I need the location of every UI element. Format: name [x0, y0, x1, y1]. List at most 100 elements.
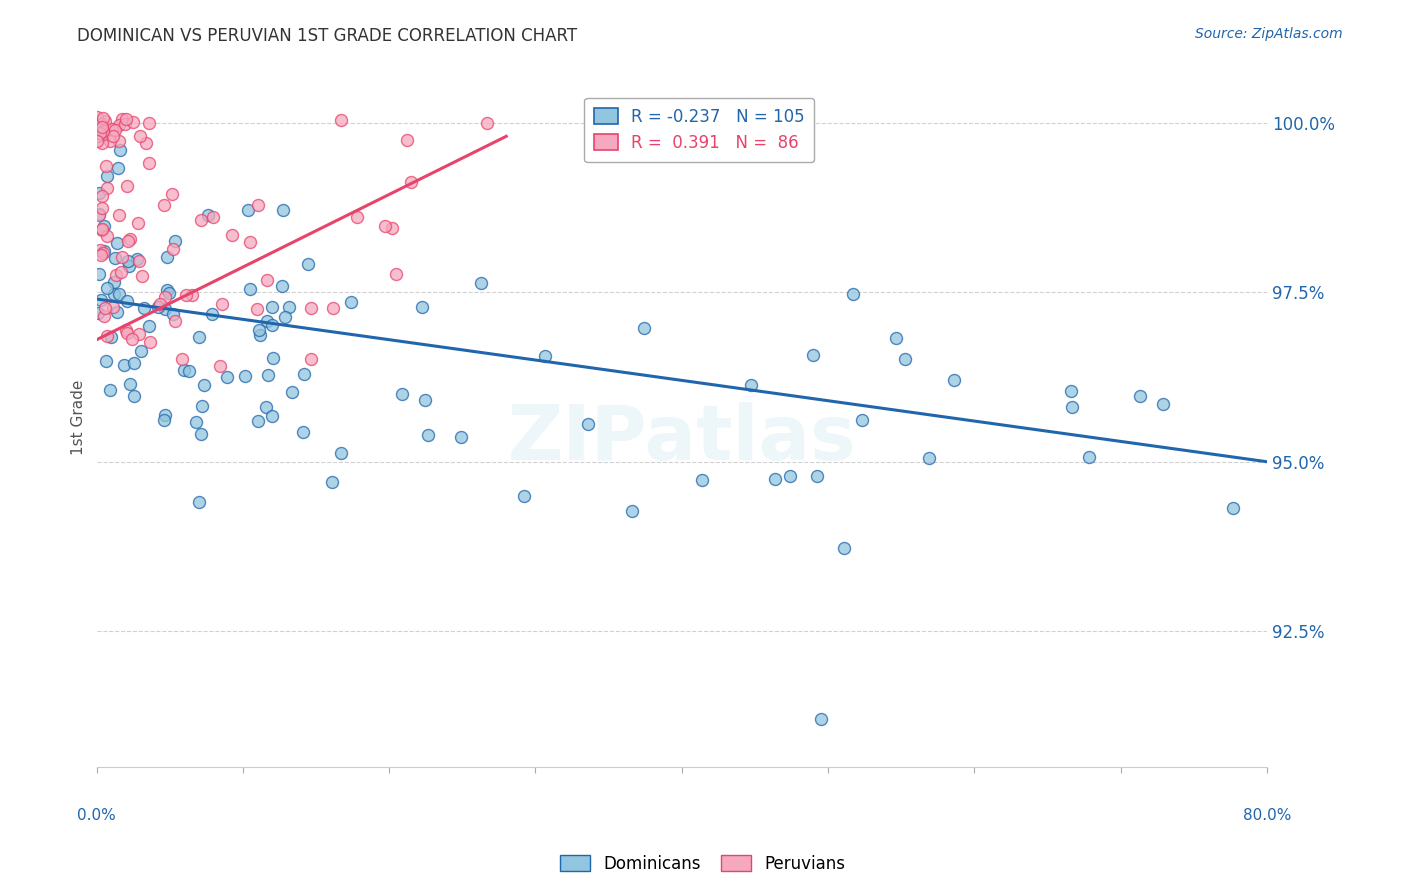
Point: [157, 285, 180, 300]
Point: [90, 136, 112, 150]
Point: [690, 473, 713, 487]
Point: [299, 352, 322, 367]
Point: [620, 504, 643, 518]
Legend: Dominicans, Peruvians: Dominicans, Peruvians: [554, 848, 852, 880]
Point: [86, 134, 108, 148]
Point: [128, 254, 150, 268]
Point: [87, 207, 110, 221]
Point: [93, 128, 115, 142]
Point: [105, 305, 128, 319]
Point: [139, 334, 162, 349]
Point: [111, 250, 134, 264]
Point: [94, 114, 117, 128]
Point: [513, 489, 536, 503]
Point: [779, 469, 801, 483]
Point: [1062, 400, 1084, 414]
Point: [131, 268, 153, 283]
Point: [107, 134, 129, 148]
Point: [160, 186, 183, 201]
Point: [260, 300, 283, 314]
Point: [239, 235, 262, 249]
Point: [262, 409, 284, 423]
Point: [381, 221, 404, 235]
Point: [247, 322, 270, 336]
Point: [122, 115, 145, 129]
Point: [329, 112, 352, 127]
Point: [801, 348, 824, 362]
Point: [475, 115, 498, 129]
Point: [238, 202, 260, 217]
Point: [114, 324, 136, 338]
Point: [100, 134, 122, 148]
Point: [1129, 389, 1152, 403]
Point: [884, 331, 907, 345]
Point: [117, 234, 139, 248]
Point: [96, 229, 118, 244]
Point: [118, 260, 141, 274]
Point: [86, 129, 108, 144]
Point: [256, 273, 278, 287]
Point: [121, 332, 143, 346]
Point: [533, 349, 555, 363]
Point: [346, 211, 368, 225]
Point: [138, 156, 160, 170]
Point: [806, 468, 828, 483]
Point: [278, 300, 301, 314]
Point: [91, 201, 114, 215]
Point: [129, 343, 152, 358]
Point: [107, 161, 129, 176]
Point: [100, 122, 122, 136]
Point: [156, 283, 179, 297]
Point: [191, 399, 214, 413]
Point: [94, 159, 117, 173]
Point: [184, 415, 207, 429]
Point: [122, 389, 145, 403]
Point: [173, 362, 195, 376]
Point: [249, 328, 271, 343]
Point: [90, 248, 112, 262]
Point: [108, 143, 131, 157]
Point: [127, 216, 149, 230]
Text: DOMINICAN VS PERUVIAN 1ST GRADE CORRELATION CHART: DOMINICAN VS PERUVIAN 1ST GRADE CORRELAT…: [77, 27, 578, 45]
Point: [129, 129, 152, 144]
Point: [94, 354, 117, 368]
Point: [418, 428, 440, 442]
Point: [104, 251, 127, 265]
Point: [299, 301, 322, 315]
Point: [115, 112, 138, 127]
Point: [894, 352, 917, 367]
Point: [576, 417, 599, 431]
Point: [103, 286, 125, 301]
Point: [115, 179, 138, 194]
Point: [209, 359, 232, 373]
Point: [340, 295, 363, 310]
Point: [93, 219, 115, 234]
Point: [180, 287, 202, 301]
Point: [155, 408, 177, 422]
Point: [127, 252, 149, 266]
Point: [221, 227, 243, 242]
Point: [256, 368, 278, 382]
Point: [156, 250, 179, 264]
Point: [188, 495, 211, 509]
Point: [292, 367, 315, 381]
Point: [91, 120, 114, 134]
Point: [149, 297, 172, 311]
Point: [117, 254, 139, 268]
Point: [163, 234, 186, 248]
Point: [148, 300, 170, 314]
Text: 0.0%: 0.0%: [77, 808, 117, 823]
Point: [633, 320, 655, 334]
Point: [107, 118, 129, 132]
Point: [270, 278, 292, 293]
Point: [202, 210, 225, 224]
Point: [96, 169, 118, 183]
Point: [274, 310, 297, 324]
Point: [91, 246, 114, 260]
Point: [91, 223, 114, 237]
Point: [271, 202, 294, 217]
Point: [87, 268, 110, 282]
Point: [118, 376, 141, 391]
Point: [239, 282, 262, 296]
Point: [190, 426, 212, 441]
